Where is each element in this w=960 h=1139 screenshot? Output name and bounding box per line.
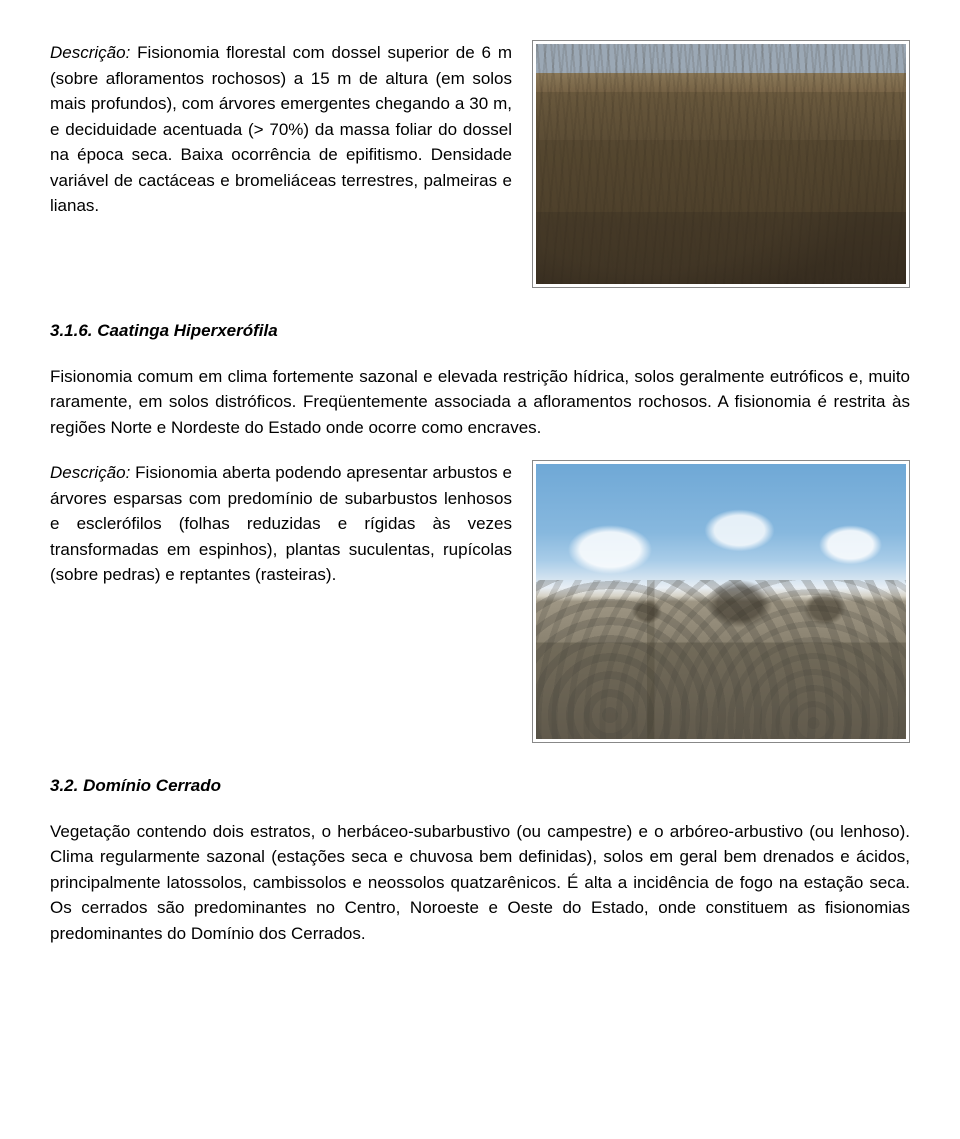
- desc-label-1: Descrição:: [50, 43, 130, 62]
- section-2-intro: Fisionomia comum em clima fortemente saz…: [50, 364, 910, 441]
- image-frame-1: [532, 40, 910, 288]
- section-2: Descrição: Fisionomia aberta podendo apr…: [50, 460, 910, 743]
- section-2-image-box: [532, 460, 910, 743]
- section-2-text: Descrição: Fisionomia aberta podendo apr…: [50, 460, 512, 588]
- desc-text-1: Fisionomia florestal com dossel superior…: [50, 43, 512, 215]
- desc-label-2: Descrição:: [50, 463, 130, 482]
- forest-image: [536, 44, 906, 284]
- heading-32: 3.2. Domínio Cerrado: [50, 773, 910, 799]
- heading-316: 3.1.6. Caatinga Hiperxerófila: [50, 318, 910, 344]
- section-3-para: Vegetação contendo dois estratos, o herb…: [50, 819, 910, 947]
- caatinga-image: [536, 464, 906, 739]
- image-frame-2: [532, 460, 910, 743]
- section-1: Descrição: Fisionomia florestal com doss…: [50, 40, 910, 288]
- section-1-image-box: [532, 40, 910, 288]
- section-1-text: Descrição: Fisionomia florestal com doss…: [50, 40, 512, 219]
